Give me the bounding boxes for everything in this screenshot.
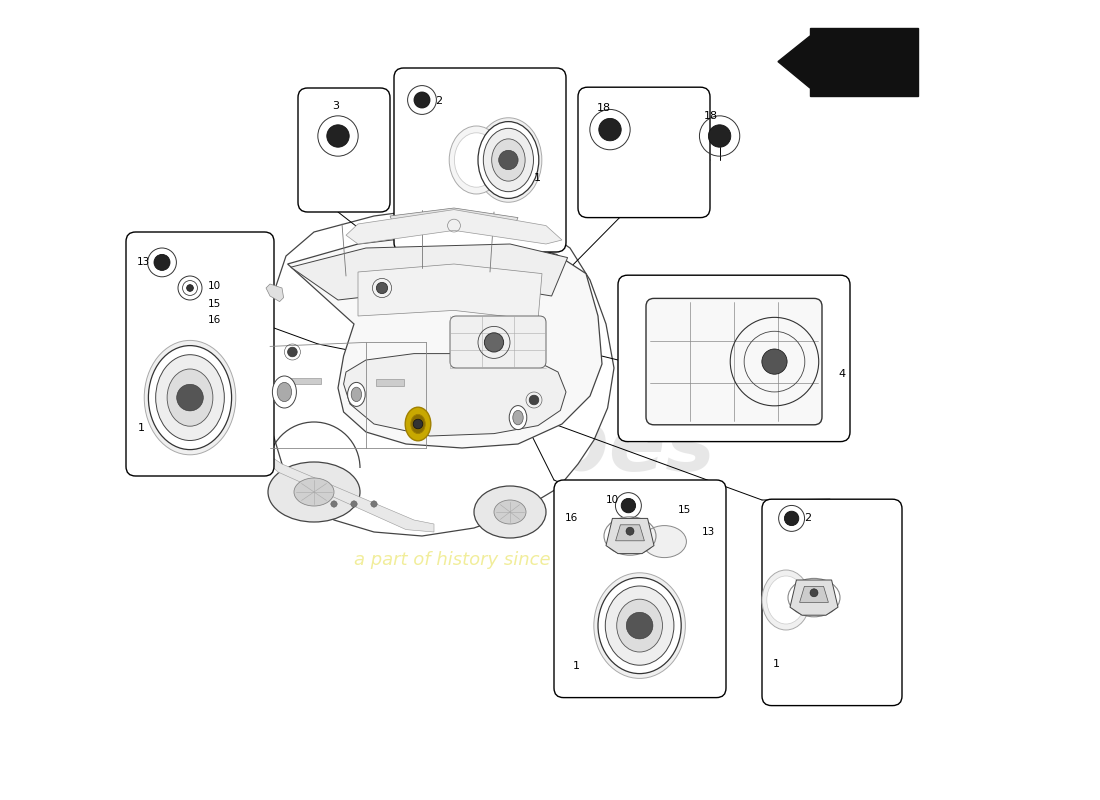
Polygon shape bbox=[616, 525, 645, 541]
Text: europes: europes bbox=[336, 407, 716, 489]
Ellipse shape bbox=[156, 354, 224, 441]
Text: 2: 2 bbox=[436, 96, 442, 106]
FancyBboxPatch shape bbox=[618, 275, 850, 442]
Text: 1: 1 bbox=[534, 173, 541, 182]
Ellipse shape bbox=[454, 133, 498, 187]
Polygon shape bbox=[358, 264, 542, 320]
Ellipse shape bbox=[513, 410, 524, 425]
Ellipse shape bbox=[474, 486, 546, 538]
Circle shape bbox=[414, 419, 422, 429]
Polygon shape bbox=[287, 234, 602, 448]
Ellipse shape bbox=[767, 576, 805, 624]
Text: 13: 13 bbox=[136, 258, 150, 267]
Text: 16: 16 bbox=[208, 315, 221, 325]
Circle shape bbox=[371, 501, 377, 507]
FancyBboxPatch shape bbox=[126, 232, 274, 476]
Polygon shape bbox=[266, 284, 284, 302]
Circle shape bbox=[376, 282, 387, 294]
Circle shape bbox=[762, 349, 788, 374]
Polygon shape bbox=[778, 36, 810, 88]
Bar bbox=[375, 379, 404, 386]
Circle shape bbox=[598, 118, 622, 141]
Circle shape bbox=[784, 511, 799, 526]
FancyBboxPatch shape bbox=[450, 316, 546, 368]
FancyBboxPatch shape bbox=[394, 68, 566, 252]
Ellipse shape bbox=[762, 570, 810, 630]
FancyBboxPatch shape bbox=[554, 480, 726, 698]
Text: 13: 13 bbox=[702, 527, 715, 537]
Circle shape bbox=[621, 498, 636, 513]
Text: 10: 10 bbox=[606, 495, 619, 505]
Bar bbox=[289, 378, 321, 384]
FancyBboxPatch shape bbox=[646, 298, 822, 425]
Ellipse shape bbox=[405, 407, 431, 441]
Ellipse shape bbox=[642, 526, 686, 558]
Text: 10: 10 bbox=[208, 281, 221, 290]
FancyBboxPatch shape bbox=[578, 87, 710, 218]
Polygon shape bbox=[606, 518, 654, 554]
Ellipse shape bbox=[494, 500, 526, 524]
Circle shape bbox=[154, 254, 170, 270]
Ellipse shape bbox=[294, 478, 334, 506]
Polygon shape bbox=[810, 28, 918, 96]
Text: 16: 16 bbox=[564, 514, 578, 523]
Polygon shape bbox=[290, 244, 568, 300]
Ellipse shape bbox=[167, 369, 213, 426]
Polygon shape bbox=[800, 586, 828, 602]
Polygon shape bbox=[267, 456, 434, 532]
Circle shape bbox=[331, 501, 338, 507]
Polygon shape bbox=[346, 210, 562, 244]
Circle shape bbox=[810, 589, 818, 597]
Polygon shape bbox=[390, 208, 518, 236]
Text: a part of history since 1985: a part of history since 1985 bbox=[354, 551, 602, 569]
Ellipse shape bbox=[483, 128, 534, 192]
Ellipse shape bbox=[268, 462, 360, 522]
Ellipse shape bbox=[594, 573, 685, 678]
Circle shape bbox=[177, 384, 204, 411]
Ellipse shape bbox=[148, 346, 232, 450]
Text: 15: 15 bbox=[208, 299, 221, 309]
Ellipse shape bbox=[617, 599, 662, 652]
Text: 18: 18 bbox=[704, 111, 717, 121]
Ellipse shape bbox=[605, 586, 674, 666]
FancyBboxPatch shape bbox=[762, 499, 902, 706]
Circle shape bbox=[708, 125, 730, 147]
Text: 4: 4 bbox=[838, 369, 845, 378]
Text: 1: 1 bbox=[572, 661, 580, 670]
Ellipse shape bbox=[273, 376, 296, 408]
Text: 1: 1 bbox=[772, 659, 780, 669]
Text: 3: 3 bbox=[332, 101, 340, 110]
Polygon shape bbox=[790, 580, 838, 615]
Ellipse shape bbox=[348, 382, 365, 406]
Ellipse shape bbox=[492, 139, 525, 181]
Circle shape bbox=[626, 612, 653, 639]
Circle shape bbox=[187, 285, 194, 291]
Ellipse shape bbox=[598, 578, 681, 674]
Text: 18: 18 bbox=[596, 103, 611, 113]
FancyBboxPatch shape bbox=[298, 88, 390, 212]
Circle shape bbox=[626, 527, 634, 535]
Ellipse shape bbox=[351, 387, 362, 402]
Circle shape bbox=[529, 395, 539, 405]
Ellipse shape bbox=[410, 414, 426, 434]
Circle shape bbox=[287, 347, 297, 357]
Ellipse shape bbox=[449, 126, 504, 194]
Ellipse shape bbox=[478, 122, 539, 198]
Text: 1: 1 bbox=[138, 423, 145, 433]
Ellipse shape bbox=[277, 382, 292, 402]
Polygon shape bbox=[266, 206, 614, 536]
Text: 2: 2 bbox=[804, 514, 812, 523]
Polygon shape bbox=[343, 354, 566, 436]
Text: 15: 15 bbox=[678, 506, 691, 515]
Ellipse shape bbox=[509, 406, 527, 430]
Circle shape bbox=[327, 125, 349, 147]
Ellipse shape bbox=[475, 118, 542, 202]
Ellipse shape bbox=[144, 341, 235, 454]
Circle shape bbox=[498, 150, 518, 170]
Circle shape bbox=[351, 501, 358, 507]
Circle shape bbox=[484, 333, 504, 352]
Circle shape bbox=[414, 92, 430, 108]
